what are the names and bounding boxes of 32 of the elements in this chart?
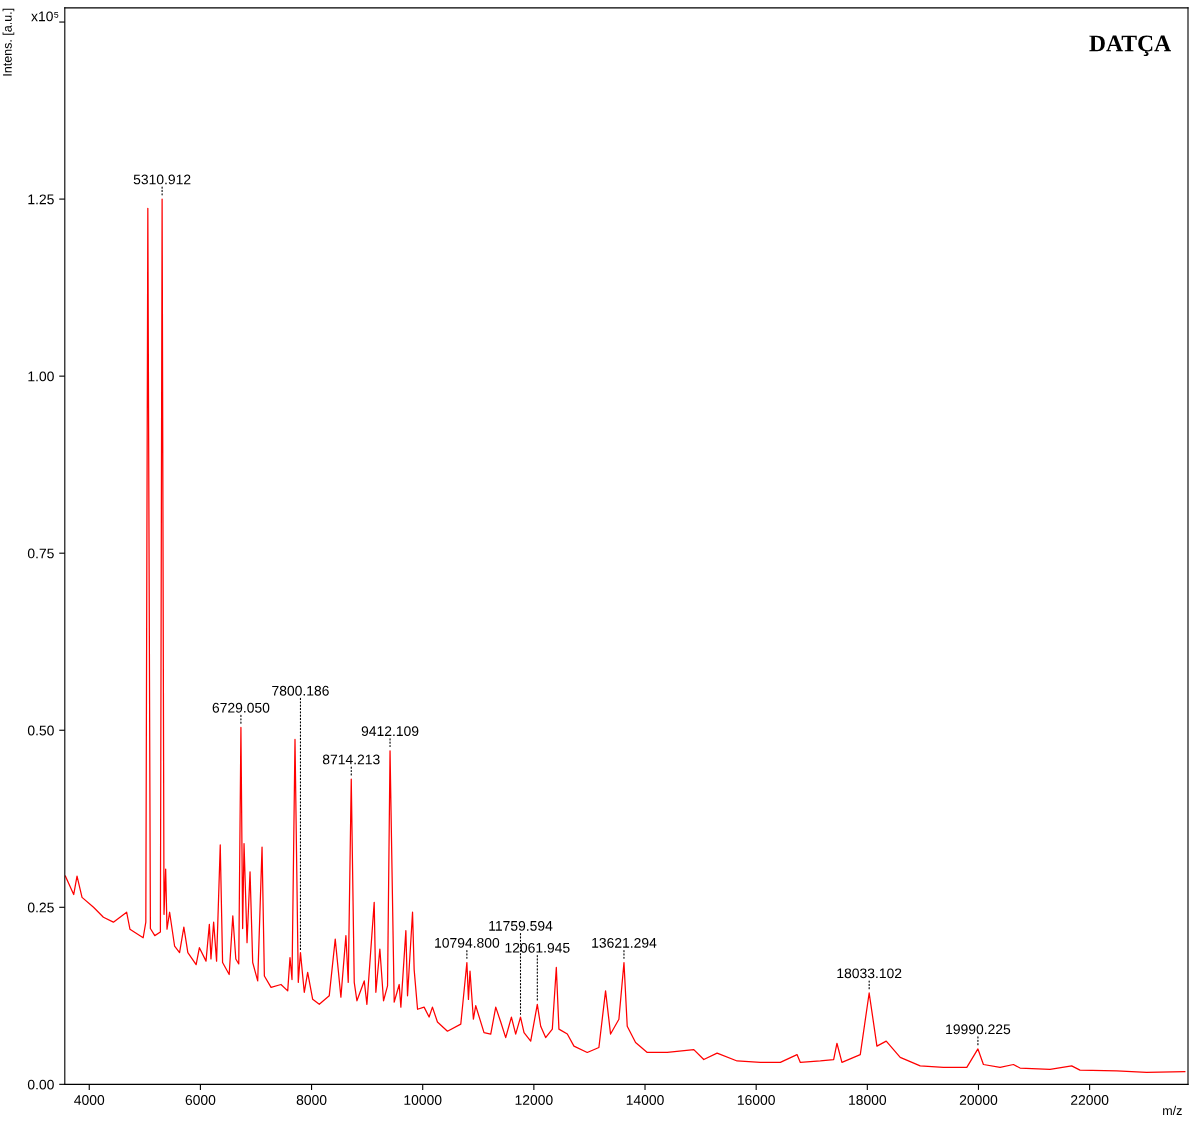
y-tick-label: 1.00: [28, 371, 54, 382]
x-tick-label: 10000: [404, 1095, 442, 1105]
annotation: 6729.050: [212, 702, 270, 713]
annotation: 7800.186: [272, 685, 329, 696]
y-tick-label: 1.25: [28, 194, 54, 205]
text: DATÇA: [1089, 35, 1171, 57]
x-axis-title: m/z: [1163, 1105, 1182, 1116]
x-tick-label: 8000: [296, 1095, 327, 1105]
text: x10⁵: [31, 11, 59, 22]
annotation: 5310.912: [133, 174, 191, 185]
y-axis-title: Intens. [a.u.]: [2, 8, 15, 76]
annotation: 8714.213: [322, 754, 380, 765]
x-tick-label: 18000: [849, 1095, 887, 1105]
annotation: 12061.945: [505, 942, 570, 953]
annotation: 10794.800: [435, 937, 500, 948]
x-tick-label: 4000: [74, 1095, 105, 1105]
y-tick-label: 0.50: [27, 725, 54, 736]
annotation: 13621.294: [592, 937, 657, 948]
x-tick-label: 14000: [626, 1095, 664, 1105]
annotation: 19990.225: [946, 1024, 1011, 1035]
annotation: 18033.102: [837, 968, 902, 979]
y-tick-label: 0.25: [27, 902, 54, 913]
x-tick-label: 16000: [737, 1095, 775, 1105]
x-tick-label: 20000: [959, 1095, 998, 1105]
x-tick-label: 12000: [515, 1095, 553, 1105]
annotation: 9412.109: [361, 726, 419, 737]
line-series: [64, 198, 1186, 1073]
y-tick-label: 0.75: [27, 548, 54, 559]
x-tick-label: 22000: [1071, 1095, 1109, 1105]
x-tick-label: 6000: [185, 1095, 216, 1105]
y-tick-label: 0.00: [27, 1079, 54, 1090]
annotation: 11759.594: [489, 920, 553, 931]
